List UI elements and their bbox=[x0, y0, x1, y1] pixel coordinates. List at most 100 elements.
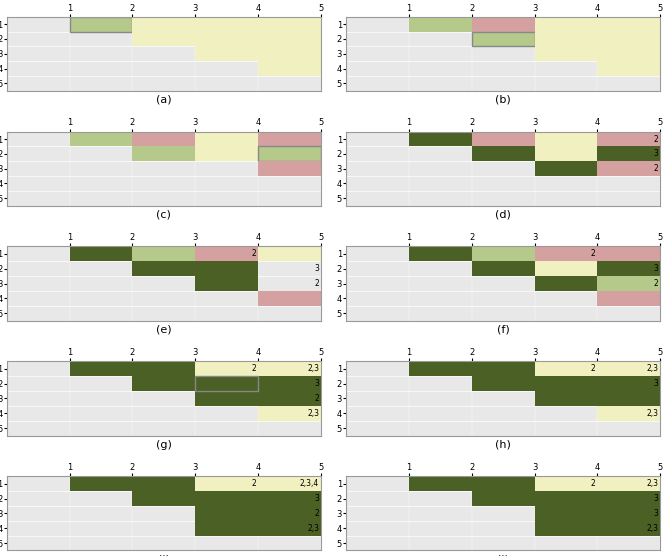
FancyBboxPatch shape bbox=[258, 61, 321, 76]
FancyBboxPatch shape bbox=[258, 521, 321, 535]
Text: 2: 2 bbox=[654, 164, 658, 173]
FancyBboxPatch shape bbox=[598, 391, 660, 406]
FancyBboxPatch shape bbox=[258, 476, 321, 491]
FancyBboxPatch shape bbox=[535, 161, 598, 176]
FancyBboxPatch shape bbox=[472, 32, 535, 46]
FancyBboxPatch shape bbox=[472, 491, 535, 506]
FancyBboxPatch shape bbox=[535, 17, 660, 32]
FancyBboxPatch shape bbox=[69, 476, 132, 491]
Text: 3: 3 bbox=[314, 494, 319, 503]
FancyBboxPatch shape bbox=[535, 491, 598, 506]
FancyBboxPatch shape bbox=[258, 161, 321, 176]
Text: 2,3: 2,3 bbox=[646, 479, 658, 488]
FancyBboxPatch shape bbox=[195, 506, 258, 521]
FancyBboxPatch shape bbox=[535, 376, 598, 391]
Text: 2: 2 bbox=[314, 279, 319, 288]
FancyBboxPatch shape bbox=[535, 261, 598, 276]
X-axis label: (h): (h) bbox=[496, 440, 511, 450]
FancyBboxPatch shape bbox=[195, 521, 258, 535]
FancyBboxPatch shape bbox=[535, 391, 598, 406]
FancyBboxPatch shape bbox=[409, 361, 472, 376]
X-axis label: (f): (f) bbox=[497, 325, 510, 335]
FancyBboxPatch shape bbox=[535, 32, 660, 46]
FancyBboxPatch shape bbox=[132, 246, 195, 261]
FancyBboxPatch shape bbox=[598, 261, 660, 276]
FancyBboxPatch shape bbox=[258, 376, 321, 391]
FancyBboxPatch shape bbox=[409, 246, 472, 261]
Text: 3: 3 bbox=[314, 264, 319, 273]
FancyBboxPatch shape bbox=[258, 246, 321, 261]
FancyBboxPatch shape bbox=[535, 521, 598, 535]
FancyBboxPatch shape bbox=[472, 261, 535, 276]
FancyBboxPatch shape bbox=[132, 32, 321, 46]
FancyBboxPatch shape bbox=[535, 276, 598, 291]
X-axis label: (j): (j) bbox=[498, 554, 509, 556]
Text: 3: 3 bbox=[654, 379, 658, 388]
Text: 2: 2 bbox=[654, 279, 658, 288]
Text: 3: 3 bbox=[314, 379, 319, 388]
FancyBboxPatch shape bbox=[132, 476, 195, 491]
Text: 2: 2 bbox=[314, 394, 319, 403]
X-axis label: (e): (e) bbox=[156, 325, 171, 335]
FancyBboxPatch shape bbox=[472, 17, 535, 32]
FancyBboxPatch shape bbox=[472, 246, 535, 261]
FancyBboxPatch shape bbox=[69, 17, 132, 32]
FancyBboxPatch shape bbox=[132, 261, 195, 276]
FancyBboxPatch shape bbox=[69, 361, 132, 376]
X-axis label: (g): (g) bbox=[156, 440, 171, 450]
Text: 2,3: 2,3 bbox=[646, 524, 658, 533]
FancyBboxPatch shape bbox=[598, 61, 660, 76]
FancyBboxPatch shape bbox=[132, 376, 195, 391]
FancyBboxPatch shape bbox=[258, 361, 321, 376]
FancyBboxPatch shape bbox=[195, 246, 258, 261]
FancyBboxPatch shape bbox=[132, 491, 195, 506]
FancyBboxPatch shape bbox=[535, 246, 598, 261]
FancyBboxPatch shape bbox=[598, 246, 660, 261]
FancyBboxPatch shape bbox=[132, 361, 195, 376]
FancyBboxPatch shape bbox=[258, 391, 321, 406]
FancyBboxPatch shape bbox=[132, 17, 321, 32]
FancyBboxPatch shape bbox=[598, 406, 660, 421]
FancyBboxPatch shape bbox=[472, 146, 535, 161]
Text: 2: 2 bbox=[251, 250, 256, 259]
FancyBboxPatch shape bbox=[598, 146, 660, 161]
Text: 2: 2 bbox=[591, 364, 596, 373]
FancyBboxPatch shape bbox=[598, 476, 660, 491]
FancyBboxPatch shape bbox=[258, 146, 321, 161]
FancyBboxPatch shape bbox=[598, 506, 660, 521]
FancyBboxPatch shape bbox=[535, 146, 598, 161]
FancyBboxPatch shape bbox=[195, 476, 258, 491]
FancyBboxPatch shape bbox=[472, 376, 535, 391]
FancyBboxPatch shape bbox=[195, 46, 321, 61]
Text: 2: 2 bbox=[314, 509, 319, 518]
Text: 2: 2 bbox=[251, 364, 256, 373]
FancyBboxPatch shape bbox=[409, 17, 472, 32]
FancyBboxPatch shape bbox=[195, 361, 258, 376]
FancyBboxPatch shape bbox=[195, 261, 258, 276]
FancyBboxPatch shape bbox=[598, 291, 660, 306]
FancyBboxPatch shape bbox=[598, 376, 660, 391]
Text: 3: 3 bbox=[654, 509, 658, 518]
FancyBboxPatch shape bbox=[258, 506, 321, 521]
Text: 2,3: 2,3 bbox=[307, 409, 319, 418]
FancyBboxPatch shape bbox=[69, 132, 132, 146]
FancyBboxPatch shape bbox=[258, 406, 321, 421]
FancyBboxPatch shape bbox=[472, 132, 535, 146]
X-axis label: (d): (d) bbox=[496, 210, 511, 220]
FancyBboxPatch shape bbox=[535, 506, 598, 521]
Text: 2,3: 2,3 bbox=[646, 409, 658, 418]
FancyBboxPatch shape bbox=[409, 132, 472, 146]
FancyBboxPatch shape bbox=[132, 146, 195, 161]
X-axis label: (i): (i) bbox=[158, 554, 169, 556]
FancyBboxPatch shape bbox=[598, 161, 660, 176]
FancyBboxPatch shape bbox=[598, 361, 660, 376]
Text: 2: 2 bbox=[654, 135, 658, 143]
FancyBboxPatch shape bbox=[535, 46, 660, 61]
FancyBboxPatch shape bbox=[258, 132, 321, 146]
FancyBboxPatch shape bbox=[195, 276, 258, 291]
FancyBboxPatch shape bbox=[132, 132, 195, 146]
FancyBboxPatch shape bbox=[598, 491, 660, 506]
Text: 2: 2 bbox=[591, 479, 596, 488]
FancyBboxPatch shape bbox=[195, 146, 258, 161]
Text: 3: 3 bbox=[654, 150, 658, 158]
